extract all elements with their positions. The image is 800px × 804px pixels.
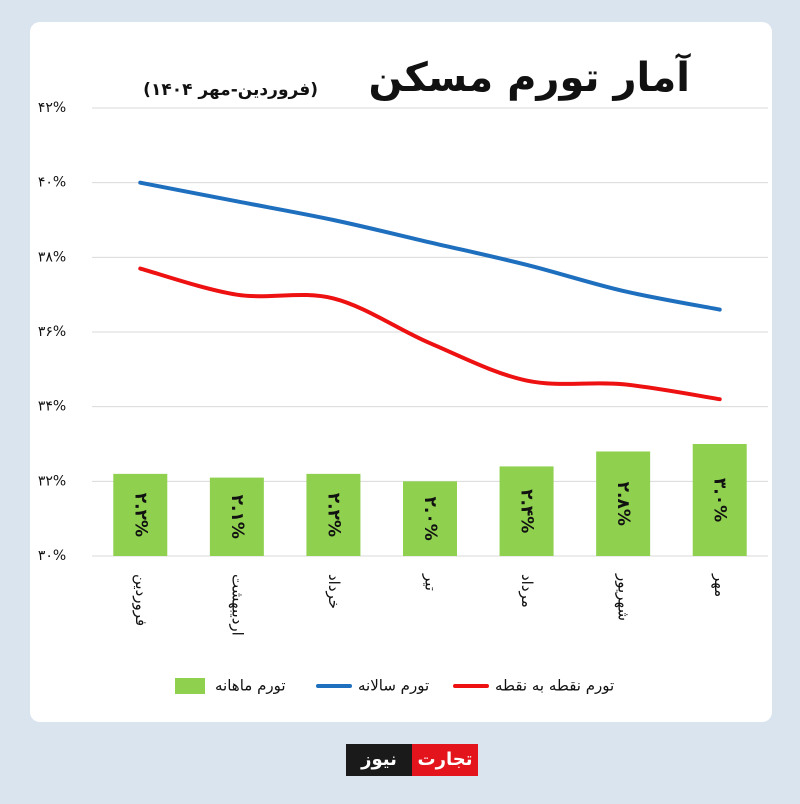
logo-text: نیوز <box>360 749 397 770</box>
bar <box>692 444 747 556</box>
legend-label: تورم نقطه به نقطه <box>495 677 614 695</box>
y-tick-label: ۳۲% <box>38 473 66 489</box>
x-tick-label: شهریور <box>615 573 633 621</box>
legend-marker <box>175 678 205 694</box>
legend-label: تورم ماهانه <box>215 677 286 695</box>
x-tick-label: فروردین <box>132 574 150 626</box>
value-label: ۲.۰% <box>420 497 440 541</box>
x-tick-label: مرداد <box>518 574 536 608</box>
line <box>138 266 722 402</box>
y-tick-label: ۳۰% <box>38 548 66 564</box>
bar <box>596 451 651 556</box>
y-tick-label: ۳۸% <box>38 249 66 265</box>
y-tick-label: ۳۴% <box>38 399 66 415</box>
y-tick-label: ۴۰% <box>38 175 66 191</box>
bar <box>113 473 168 556</box>
value-label: ۲.۴% <box>517 489 537 533</box>
value-label: ۳.۰% <box>710 478 730 522</box>
logo-box <box>412 744 478 776</box>
value-label: ۲.۲% <box>323 493 343 537</box>
bar <box>403 481 457 556</box>
bar <box>209 477 264 556</box>
y-tick-label: ۳۶% <box>38 324 66 340</box>
x-tick-label: خرداد <box>325 574 343 609</box>
logo-box <box>346 744 412 776</box>
chart-title: آمار تورم مسکن <box>368 52 691 101</box>
value-label: ۲.۲% <box>130 493 150 537</box>
bar <box>499 466 554 556</box>
value-label: ۲.۱% <box>227 495 247 539</box>
x-tick-label: مهر <box>711 573 729 597</box>
bar <box>306 473 361 556</box>
logo-text: تجارت <box>418 749 473 770</box>
legend-label: تورم سالانه <box>358 677 429 695</box>
line <box>138 180 722 312</box>
chart-subtitle: (فروردین-مهر ۱۴۰۴) <box>143 80 318 100</box>
value-label: ۲.۸% <box>613 482 633 526</box>
y-tick-label: ۴۲% <box>38 100 66 116</box>
x-tick-label: تیر <box>422 573 440 591</box>
x-tick-label: اردیبهشت <box>228 574 246 636</box>
